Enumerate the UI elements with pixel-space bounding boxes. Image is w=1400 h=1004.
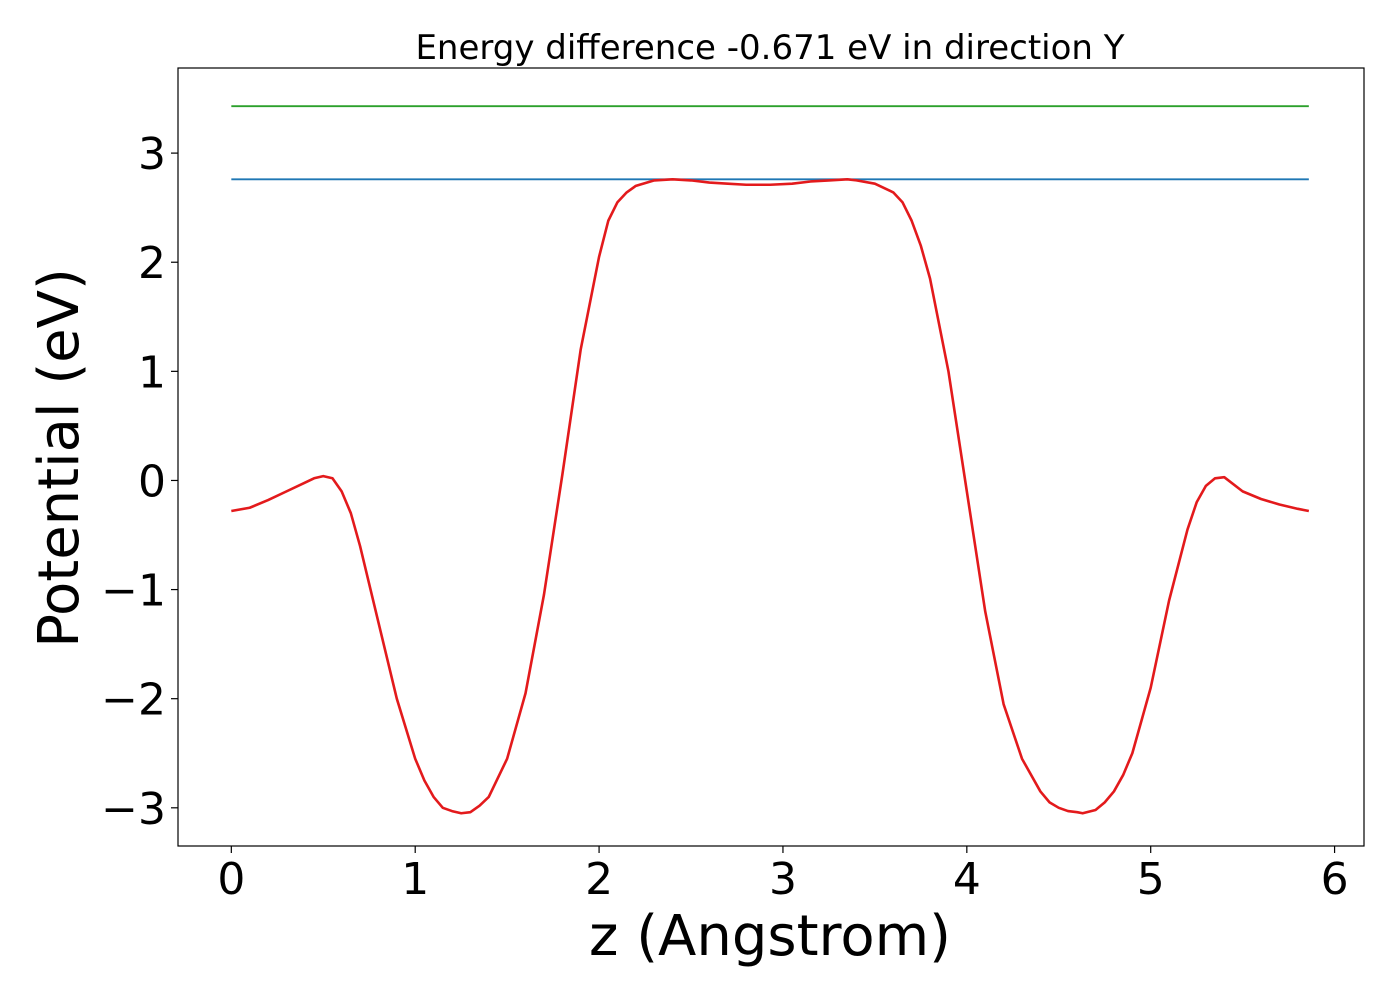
y-tick-label: −1: [101, 566, 166, 617]
y-axis-label: Potential (eV): [27, 268, 92, 648]
y-tick-label: 1: [138, 347, 166, 398]
x-axis: 0 1 2 3 4 5 6: [217, 846, 1349, 905]
x-tick-label: 4: [953, 854, 981, 905]
x-tick-label: 6: [1321, 854, 1349, 905]
x-tick-label: 2: [585, 854, 613, 905]
y-tick-label: 0: [138, 456, 166, 507]
plot-area: [231, 105, 1310, 815]
potential-curve-line: [231, 178, 1310, 815]
y-tick-label: 3: [138, 129, 166, 180]
y-axis: −3 −2 −1 0 1 2 3: [101, 129, 178, 835]
x-tick-label: 5: [1137, 854, 1165, 905]
chart-title: Energy difference -0.671 eV in direction…: [415, 28, 1124, 68]
x-tick-label: 0: [217, 854, 245, 905]
x-tick-label: 3: [769, 854, 797, 905]
plot-frame: [177, 67, 1365, 847]
x-axis-label: z (Angstrom): [589, 904, 951, 969]
y-tick-label: −3: [101, 784, 166, 835]
x-tick-label: 1: [401, 854, 429, 905]
y-tick-label: −2: [101, 675, 166, 726]
y-tick-label: 2: [138, 238, 166, 289]
